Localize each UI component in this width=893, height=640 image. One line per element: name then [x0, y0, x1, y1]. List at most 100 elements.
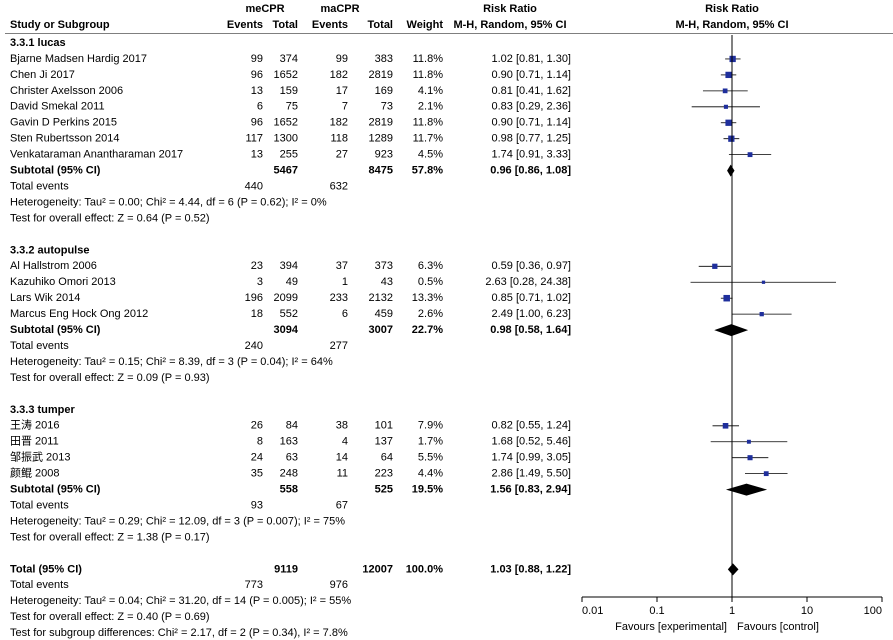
cell-e1: 6	[257, 101, 263, 113]
cell-n2: 2132	[369, 292, 393, 304]
x-tick-label: 100	[864, 605, 882, 617]
cell-n2: 373	[375, 260, 393, 272]
cell-n1: 2099	[274, 292, 298, 304]
cell-e2: 118	[330, 133, 348, 145]
cell-e1: 96	[251, 117, 263, 129]
cell-n2: 101	[375, 420, 393, 432]
diamond	[727, 563, 739, 576]
cell-e1: 3	[257, 276, 263, 288]
subtotal-label: Subtotal (95% CI)	[10, 484, 101, 496]
cell-e2: 38	[336, 420, 348, 432]
cell-n1: 49	[286, 276, 298, 288]
subtotal-weight: 19.5%	[412, 484, 443, 496]
ci: 0.81 [0.41, 1.62]	[491, 85, 571, 97]
diamond	[714, 324, 749, 337]
cell-n2: 223	[375, 468, 393, 480]
cell-n1: 248	[280, 468, 298, 480]
cell-e2: 4	[342, 436, 348, 448]
study-marker	[747, 152, 753, 158]
x-tick-label: 0.01	[582, 605, 603, 617]
cell-e1: 196	[245, 292, 263, 304]
heterogeneity: Heterogeneity: Tau² = 0.15; Chi² = 8.39,…	[10, 356, 333, 368]
cell-e1: 13	[251, 85, 263, 97]
plot-title: Risk Ratio	[705, 3, 759, 15]
events-label: Total events	[10, 180, 69, 192]
cell-e1: 18	[251, 308, 263, 320]
events-label: Total events	[10, 579, 69, 591]
cell-e1: 117	[245, 133, 263, 145]
cell-n1: 1652	[274, 117, 298, 129]
ci: 0.59 [0.36, 0.97]	[491, 260, 571, 272]
events-header: Events	[227, 19, 263, 31]
cell-n2: 2819	[369, 69, 393, 81]
subtotal-weight: 57.8%	[412, 165, 443, 177]
cell-e1: 99	[251, 53, 263, 65]
weight: 13.3%	[412, 292, 443, 304]
cell-e2: 14	[336, 452, 348, 464]
total-label: Total (95% CI)	[10, 563, 82, 575]
cell-e2: 182	[330, 69, 348, 81]
subtotal-n1: 5467	[274, 165, 298, 177]
cell-e1: 24	[251, 452, 263, 464]
events-e1: 440	[245, 180, 263, 192]
cell-e1: 35	[251, 468, 263, 480]
subtotal-label: Subtotal (95% CI)	[10, 324, 101, 336]
weight: 11.8%	[413, 69, 444, 81]
cell-n2: 2819	[369, 117, 393, 129]
x-tick-label: 1	[729, 605, 735, 617]
weight: 7.9%	[418, 420, 443, 432]
subtotal-n2: 3007	[369, 324, 393, 336]
study-name: Gavin D Perkins 2015	[10, 117, 117, 129]
study-name: Christer Axelsson 2006	[10, 85, 123, 97]
cell-n2: 169	[375, 85, 393, 97]
group2-header: maCPR	[320, 3, 359, 15]
study-marker	[759, 312, 764, 317]
study-name: 王涛 2016	[10, 418, 60, 432]
weight: 11.8%	[413, 117, 444, 129]
ci: 0.85 [0.71, 1.02]	[491, 292, 571, 304]
weight: 0.5%	[418, 276, 443, 288]
study-name: 邹振武 2013	[10, 450, 71, 464]
events-e2: 976	[330, 579, 348, 591]
study-name: 田晋 2011	[10, 435, 59, 448]
weight: 1.7%	[418, 436, 443, 448]
study-marker	[723, 294, 730, 302]
study-name: Bjarne Madsen Hardig 2017	[10, 53, 147, 65]
study-marker	[728, 135, 735, 142]
ci: 0.90 [0.71, 1.14]	[491, 69, 571, 81]
cell-n2: 137	[375, 436, 393, 448]
cell-n2: 43	[381, 276, 393, 288]
cell-n1: 394	[280, 260, 298, 272]
cell-e2: 11	[337, 468, 348, 480]
study-name: Lars Wik 2014	[10, 292, 80, 304]
overall-effect: Test for overall effect: Z = 0.40 (P = 0…	[10, 611, 210, 623]
cell-e1: 23	[251, 260, 263, 272]
subtotal-n1: 558	[280, 484, 298, 496]
overall-effect: Test for overall effect: Z = 0.09 (P = 0…	[10, 372, 210, 384]
cell-n1: 552	[280, 308, 298, 320]
rr-method-header: M-H, Random, 95% CI	[453, 19, 566, 31]
total-n1: 9119	[274, 563, 298, 575]
events-e1: 93	[251, 499, 263, 511]
total-ci: 1.03 [0.88, 1.22]	[490, 563, 571, 575]
study-name: Chen Ji 2017	[10, 69, 75, 81]
ci: 0.82 [0.55, 1.24]	[491, 420, 571, 432]
weight: 2.1%	[418, 101, 443, 113]
study-name: Kazuhiko Omori 2013	[10, 276, 116, 288]
plot-method: M-H, Random, 95% CI	[675, 19, 788, 31]
events-label: Total events	[10, 499, 69, 511]
cell-e1: 8	[257, 436, 263, 448]
study-marker	[747, 455, 753, 461]
ci: 0.83 [0.29, 2.36]	[491, 101, 571, 113]
weight: 2.6%	[418, 308, 443, 320]
cell-n1: 374	[280, 53, 298, 65]
study-marker	[725, 71, 732, 79]
subtotal-ci: 0.98 [0.58, 1.64]	[490, 324, 571, 336]
study-marker	[746, 439, 751, 444]
cell-n2: 383	[375, 53, 393, 65]
cell-e1: 96	[251, 69, 263, 81]
overall-effect: Test for overall effect: Z = 0.64 (P = 0…	[10, 212, 210, 224]
total-header: Total	[273, 19, 298, 31]
x-label-right: Favours [control]	[737, 621, 819, 633]
